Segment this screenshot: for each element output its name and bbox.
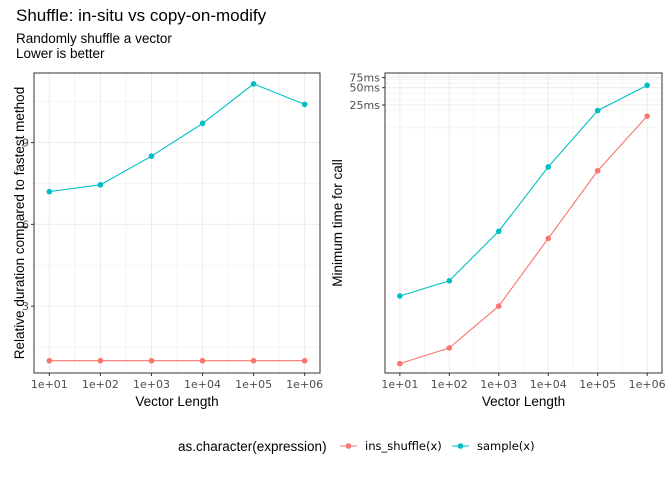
- x-tick-label: 1e+06: [629, 378, 666, 391]
- data-point-ins-shuffle: [446, 345, 453, 351]
- legend-key-point: [457, 443, 464, 449]
- data-point-ins-shuffle: [545, 235, 552, 242]
- data-point-ins-shuffle: [97, 357, 104, 364]
- data-point-sample: [446, 278, 453, 284]
- data-point-sample: [199, 120, 206, 127]
- x-tick-label: 1e+03: [133, 378, 170, 391]
- data-point-sample: [97, 182, 104, 188]
- data-point-ins-shuffle: [644, 113, 650, 119]
- data-point-ins-shuffle: [594, 167, 601, 174]
- data-point-sample: [301, 101, 308, 108]
- y-tick-label: 50ms: [350, 82, 381, 95]
- series-line-sample: [399, 84, 648, 297]
- figure-title: Shuffle: in-situ vs copy-on-modify: [16, 6, 267, 25]
- data-point-sample: [250, 81, 257, 87]
- data-point-sample: [46, 188, 53, 195]
- y-axis-title: Minimum time for call: [330, 159, 345, 287]
- data-point-sample: [545, 164, 552, 170]
- y-tick-label: 9: [22, 137, 29, 150]
- data-point-sample: [644, 82, 650, 89]
- data-point-sample: [594, 107, 601, 114]
- x-tick-label: 1e+02: [82, 378, 119, 391]
- legend-item-ins-shuffle: ins_shuffle(x): [340, 439, 442, 453]
- x-tick-label: 1e+01: [381, 378, 418, 391]
- panel-border: [33, 72, 321, 374]
- data-point-ins-shuffle: [148, 357, 155, 364]
- legend-title: as.character(expression): [178, 439, 327, 454]
- x-tick-label: 1e+02: [431, 378, 468, 391]
- legend-item-sample: sample(x): [452, 439, 535, 453]
- data-point-ins-shuffle: [397, 360, 403, 367]
- figure-subtitle-line1: Randomly shuffle a vector: [16, 31, 172, 46]
- data-point-sample: [495, 228, 502, 235]
- x-tick-label: 1e+04: [184, 378, 221, 391]
- y-tick-label: 6: [22, 218, 29, 231]
- x-tick-label: 1e+01: [31, 378, 68, 391]
- left-panel: 3 6 9 1e+01 1e+02 1e+03 1e+04 1e+05 1e+06 Vector …: [12, 72, 323, 409]
- y-tick-label: 25ms: [350, 99, 381, 112]
- x-tick-label: 1e+04: [530, 378, 567, 391]
- legend-label: sample(x): [477, 439, 535, 453]
- x-axis-title: Vector Length: [135, 394, 218, 409]
- y-tick-label: 75ms: [350, 72, 381, 85]
- legend-label: ins_shuffle(x): [365, 439, 442, 453]
- y-tick-label: 3: [22, 300, 29, 313]
- x-axis-title: Vector Length: [482, 394, 565, 409]
- data-point-ins-shuffle: [199, 357, 206, 364]
- data-point-sample: [148, 153, 155, 159]
- data-point-ins-shuffle: [495, 303, 502, 309]
- x-tick-label: 1e+06: [286, 378, 323, 391]
- series-line-ins-shuffle: [399, 115, 648, 365]
- x-tick-label: 1e+03: [480, 378, 517, 391]
- panel-border: [384, 72, 663, 374]
- data-point-ins-shuffle: [250, 357, 257, 364]
- y-axis-title: Relative duration compared to fastest me…: [12, 87, 27, 359]
- legend-key-point: [345, 443, 352, 449]
- figure-subtitle-line2: Lower is better: [16, 46, 105, 61]
- data-point-ins-shuffle: [301, 357, 308, 364]
- x-tick-label: 1e+05: [235, 378, 272, 391]
- x-tick-label: 1e+05: [579, 378, 616, 391]
- data-point-ins-shuffle: [46, 357, 53, 364]
- legend: as.character(expression) ins_shuffle(x) …: [178, 439, 535, 454]
- series-line-sample: [49, 83, 305, 193]
- data-point-sample: [397, 293, 403, 299]
